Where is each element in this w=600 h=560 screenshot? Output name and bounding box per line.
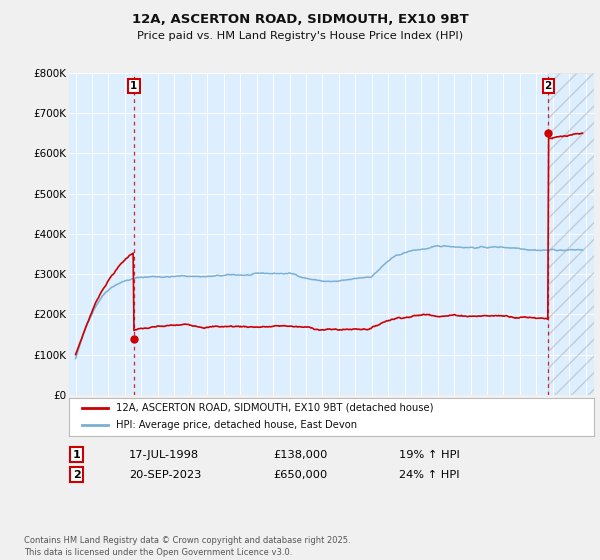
Text: HPI: Average price, detached house, East Devon: HPI: Average price, detached house, East… bbox=[116, 421, 358, 431]
Text: 12A, ASCERTON ROAD, SIDMOUTH, EX10 9BT (detached house): 12A, ASCERTON ROAD, SIDMOUTH, EX10 9BT (… bbox=[116, 403, 434, 413]
Text: 2: 2 bbox=[73, 470, 80, 480]
Text: 24% ↑ HPI: 24% ↑ HPI bbox=[399, 470, 460, 480]
Text: £138,000: £138,000 bbox=[273, 450, 328, 460]
Text: £650,000: £650,000 bbox=[273, 470, 327, 480]
Text: Contains HM Land Registry data © Crown copyright and database right 2025.
This d: Contains HM Land Registry data © Crown c… bbox=[24, 536, 350, 557]
Text: 19% ↑ HPI: 19% ↑ HPI bbox=[399, 450, 460, 460]
Text: 17-JUL-1998: 17-JUL-1998 bbox=[129, 450, 199, 460]
Text: 1: 1 bbox=[73, 450, 80, 460]
Text: 12A, ASCERTON ROAD, SIDMOUTH, EX10 9BT: 12A, ASCERTON ROAD, SIDMOUTH, EX10 9BT bbox=[131, 13, 469, 26]
Text: 2: 2 bbox=[545, 81, 552, 91]
Text: Price paid vs. HM Land Registry's House Price Index (HPI): Price paid vs. HM Land Registry's House … bbox=[137, 31, 463, 41]
Text: 20-SEP-2023: 20-SEP-2023 bbox=[129, 470, 202, 480]
Text: 1: 1 bbox=[130, 81, 137, 91]
